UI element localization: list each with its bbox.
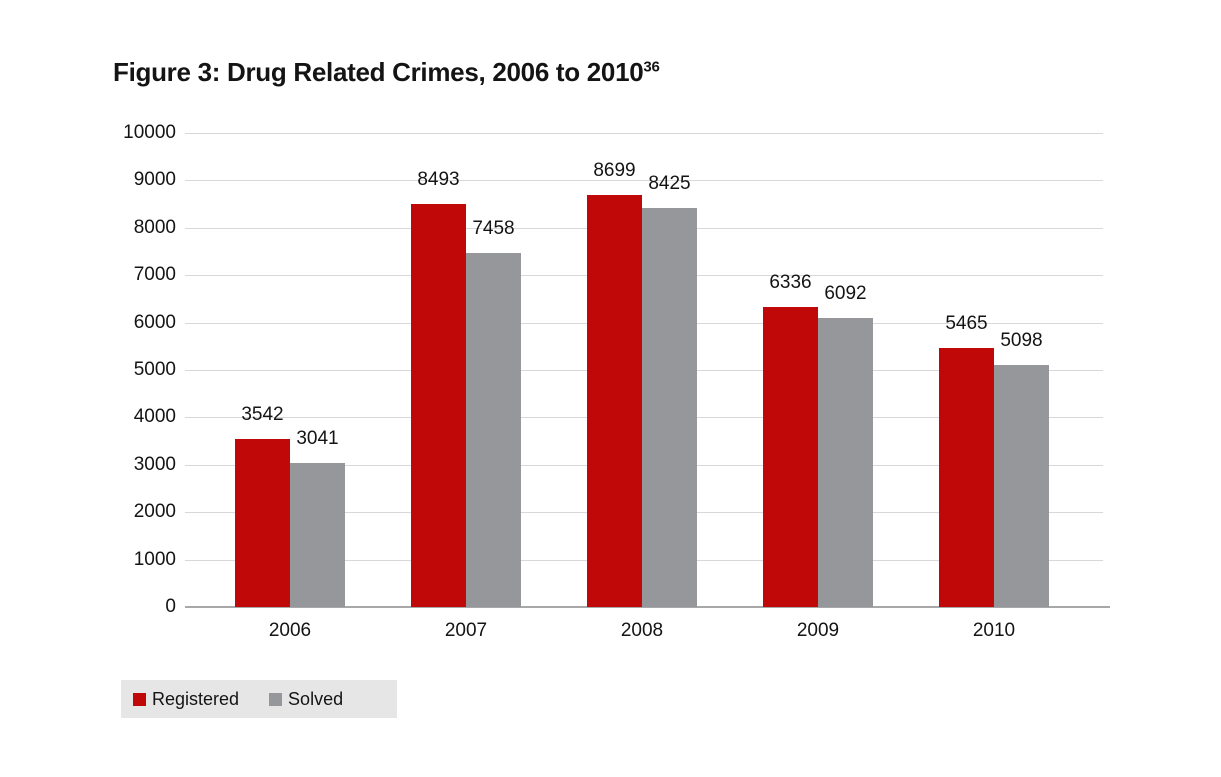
value-label-registered-2010: 5465 [945,312,988,334]
gridline-9000 [185,180,1103,181]
y-tick-label-7000: 7000 [133,264,176,286]
legend-item-registered: Registered [133,689,239,710]
value-label-registered-2009: 6336 [769,271,812,293]
x-tick-label-2010: 2010 [972,620,1016,641]
x-tick-label-2009: 2009 [796,620,840,641]
x-tick-label-2006: 2006 [268,620,312,641]
value-label-registered-2007: 8493 [417,169,460,191]
value-label-solved-2006: 3041 [296,427,339,449]
bar-solved-2008 [642,207,697,607]
legend-label-registered: Registered [152,688,240,709]
bar-solved-2009 [818,318,873,607]
x-axis-line [185,606,1110,608]
bar-registered-2006 [235,439,290,607]
value-label-solved-2008: 8425 [648,172,691,194]
y-tick-label-0: 0 [165,596,176,617]
y-tick-label-1000: 1000 [133,548,176,570]
value-label-solved-2007: 7458 [472,218,515,240]
y-tick-label-5000: 5000 [133,359,176,380]
x-tick-label-2007: 2007 [444,620,488,641]
y-tick-label-2000: 2000 [133,501,176,523]
bar-registered-2010 [939,347,994,607]
legend: Registered Solved [121,680,397,718]
y-tick-label-4000: 4000 [133,406,176,428]
bar-registered-2009 [763,306,818,607]
solved-swatch-icon [269,692,283,706]
value-label-registered-2006: 3542 [241,404,284,426]
y-tick-label-3000: 3000 [133,453,176,475]
bar-solved-2010 [994,365,1049,607]
bar-registered-2008 [587,194,642,607]
gridline-10000 [185,133,1103,134]
y-tick-label-9000: 9000 [133,169,176,191]
figure-title-footnote-marker: 36 [643,58,660,76]
bar-solved-2007 [466,253,521,607]
x-tick-label-2008: 2008 [620,620,664,641]
bar-registered-2007 [411,204,466,607]
y-tick-label-10000: 10000 [123,122,176,143]
value-label-solved-2009: 6092 [824,283,867,305]
legend-item-solved: Solved [269,689,343,710]
bar-solved-2006 [290,462,345,607]
value-label-solved-2010: 5098 [1000,330,1043,352]
figure-title-text: Figure 3: Drug Related Crimes, 2006 to 2… [113,57,644,87]
registered-swatch-icon [133,692,146,706]
value-label-registered-2008: 8699 [593,159,636,181]
figure-title: Figure 3: Drug Related Crimes, 2006 to 2… [113,57,660,88]
y-tick-label-6000: 6000 [133,311,176,333]
legend-label-solved: Solved [288,688,344,709]
y-tick-label-8000: 8000 [133,216,176,238]
